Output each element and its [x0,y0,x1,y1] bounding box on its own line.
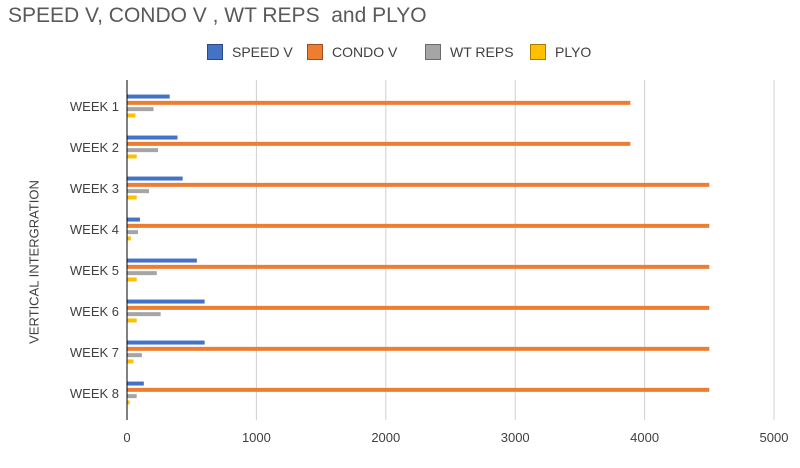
bar [127,340,205,345]
legend-label: SPEED V [232,44,293,60]
legend-swatch [530,44,546,60]
x-tick-labels: 0 1000 2000 3000 4000 5000 [123,430,788,445]
bar [127,299,205,304]
bar [127,135,178,140]
category-label: WEEK 3 [70,181,119,196]
category-label: WEEK 4 [70,222,119,237]
bar [127,113,136,118]
category-label: WEEK 6 [70,304,119,319]
bar [127,223,710,228]
category-label: WEEK 1 [70,99,119,114]
bar [127,359,134,364]
bar [127,94,170,99]
bar [127,318,137,323]
bar [127,217,140,222]
legend-swatch [307,44,323,60]
x-tick-label: 4000 [630,430,659,445]
category-label: WEEK 7 [70,345,119,360]
legend: SPEED V CONDO V WT REPS PLYO [0,44,800,64]
bar [127,381,144,386]
bar [127,346,710,351]
legend-swatch [425,44,441,60]
x-tick-label: 3000 [501,430,530,445]
legend-item: CONDO V [307,44,397,60]
bar [127,353,142,358]
y-category-labels: WEEK 1 WEEK 2 WEEK 3 WEEK 4 WEEK 5 WEEK 6 WEEK… [70,99,119,401]
bar [127,264,710,269]
bar [127,277,137,282]
bar [127,182,710,187]
legend-label: CONDO V [332,44,398,60]
gridlines [255,80,775,420]
x-tick-label: 1000 [242,430,271,445]
bar [127,271,157,276]
bar [127,154,137,159]
legend-item: SPEED V [207,44,293,60]
bar [127,258,197,263]
bar [127,400,130,405]
bar [127,148,159,153]
legend-label: PLYO [555,44,592,60]
legend-label: WT REPS [450,44,514,60]
legend-swatch [207,44,223,60]
bar [127,195,137,200]
bar [127,394,137,399]
bar [127,100,631,105]
legend-item: PLYO [530,44,591,60]
bar [127,107,154,112]
bar [127,387,710,392]
bar [127,236,131,241]
legend-item: WT REPS [425,44,514,60]
x-tick-label: 0 [123,430,130,445]
bar [127,312,161,317]
category-label: WEEK 2 [70,140,119,155]
category-label: WEEK 5 [70,263,119,278]
x-tick-label: 5000 [760,430,789,445]
bars [127,94,710,405]
bar [127,141,631,146]
chart-title: SPEED V, CONDO V , WT REPS and PLYO [8,4,427,27]
category-label: WEEK 8 [70,386,119,401]
x-tick-label: 2000 [371,430,400,445]
bar [127,189,149,194]
bar [127,176,183,181]
bar [127,305,710,310]
bar [127,230,138,235]
